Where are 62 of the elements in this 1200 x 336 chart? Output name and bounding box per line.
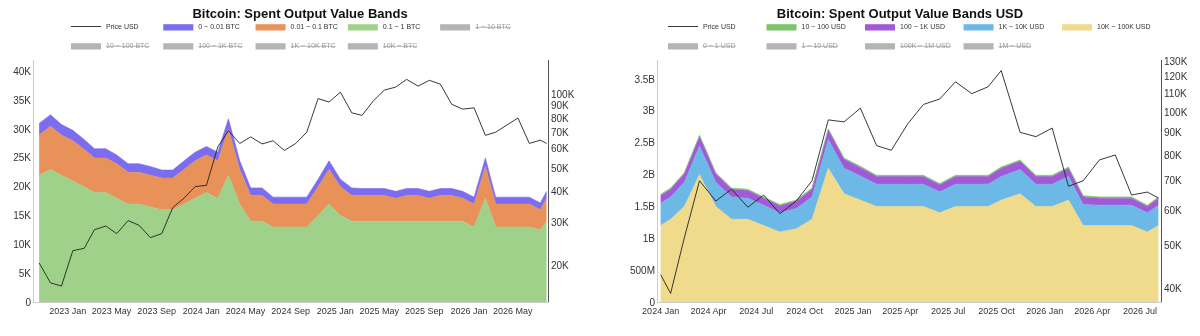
y-tick-label: 3.5B — [634, 73, 656, 85]
y2-tick-label: 30K — [551, 216, 570, 228]
y2-tick-label: 70K — [1164, 175, 1183, 187]
y-tick-label: 5K — [18, 267, 32, 279]
y2-tick-label: 90K — [551, 99, 570, 111]
x-tick-label: 2026 Apr — [1074, 305, 1111, 316]
y-tick-label: 500M — [629, 264, 655, 276]
y-tick-label: 30K — [13, 123, 32, 135]
y2-tick-label: 120K — [1164, 71, 1188, 83]
y2-tick-label: 80K — [551, 112, 570, 124]
x-tick-label: 2025 Jul — [931, 305, 966, 316]
y2-tick-label: 60K — [551, 143, 570, 155]
x-tick-label: 2026 Jul — [1122, 305, 1157, 316]
y-tick-label: 15K — [13, 210, 32, 222]
y-tick-label: 0 — [649, 296, 656, 308]
y2-tick-label: 100K — [1164, 106, 1188, 118]
y-tick-label: 40K — [13, 66, 32, 78]
line-series — [38, 78, 547, 287]
x-tick-label: 2026 May — [493, 305, 534, 316]
x-tick-label: 2024 Jul — [739, 305, 774, 316]
x-tick-label: 2025 Jan — [316, 305, 354, 316]
x-tick-label: 2024 Jan — [182, 305, 220, 316]
y2-tick-label: 80K — [1164, 149, 1183, 161]
y-tick-label: 0 — [25, 296, 32, 308]
x-tick-label: 2023 Jan — [49, 305, 87, 316]
y-tick-label: 35K — [13, 94, 32, 106]
x-tick-label: 2023 Sep — [137, 305, 176, 316]
chart-title: Bitcoin: Spent Output Value Bands USD — [776, 5, 1024, 21]
x-tick-label: 2025 Sep — [404, 305, 444, 316]
x-tick-label: 2024 May — [225, 305, 266, 316]
y-tick-label: 1B — [642, 232, 656, 244]
y-tick-label: 1.5B — [634, 200, 656, 212]
x-tick-label: 2023 May — [91, 305, 132, 316]
x-tick-label: 2025 Apr — [882, 305, 919, 316]
y-tick-label: 25K — [13, 152, 32, 164]
y2-tick-label: 50K — [551, 162, 570, 174]
y2-tick-label: 50K — [1164, 240, 1183, 252]
y-tick-label: 20K — [13, 181, 32, 193]
y2-tick-label: 70K — [551, 126, 570, 138]
chart-title: Bitcoin: Spent Output Value Bands — [192, 5, 408, 21]
x-tick-label: 2024 Sep — [271, 305, 310, 316]
x-tick-label: 2025 Oct — [978, 305, 1016, 316]
y-tick-label: 2B — [642, 169, 656, 181]
y2-tick-label: 40K — [551, 186, 570, 198]
y2-tick-label: 60K — [1164, 204, 1183, 216]
y-tick-label: 3B — [642, 105, 656, 117]
y-tick-label: 2.5B — [634, 137, 656, 149]
x-tick-label: 2026 Jan — [450, 305, 488, 316]
y2-tick-label: 20K — [551, 260, 570, 272]
x-tick-label: 2024 Oct — [786, 305, 824, 316]
x-tick-label: 2025 Jan — [834, 305, 872, 316]
y2-tick-label: 40K — [1164, 283, 1183, 295]
line-series — [660, 70, 1159, 294]
y2-tick-label: 130K — [1164, 55, 1188, 67]
x-tick-label: 2024 Jan — [642, 305, 680, 316]
y-tick-label: 10K — [13, 238, 32, 250]
x-tick-label: 2026 Jan — [1026, 305, 1064, 316]
y2-tick-label: 110K — [1164, 88, 1187, 100]
x-tick-label: 2025 May — [359, 305, 400, 316]
x-tick-label: 2024 Apr — [690, 305, 727, 316]
y2-tick-label: 100K — [551, 88, 575, 100]
y2-tick-label: 90K — [1164, 126, 1183, 138]
